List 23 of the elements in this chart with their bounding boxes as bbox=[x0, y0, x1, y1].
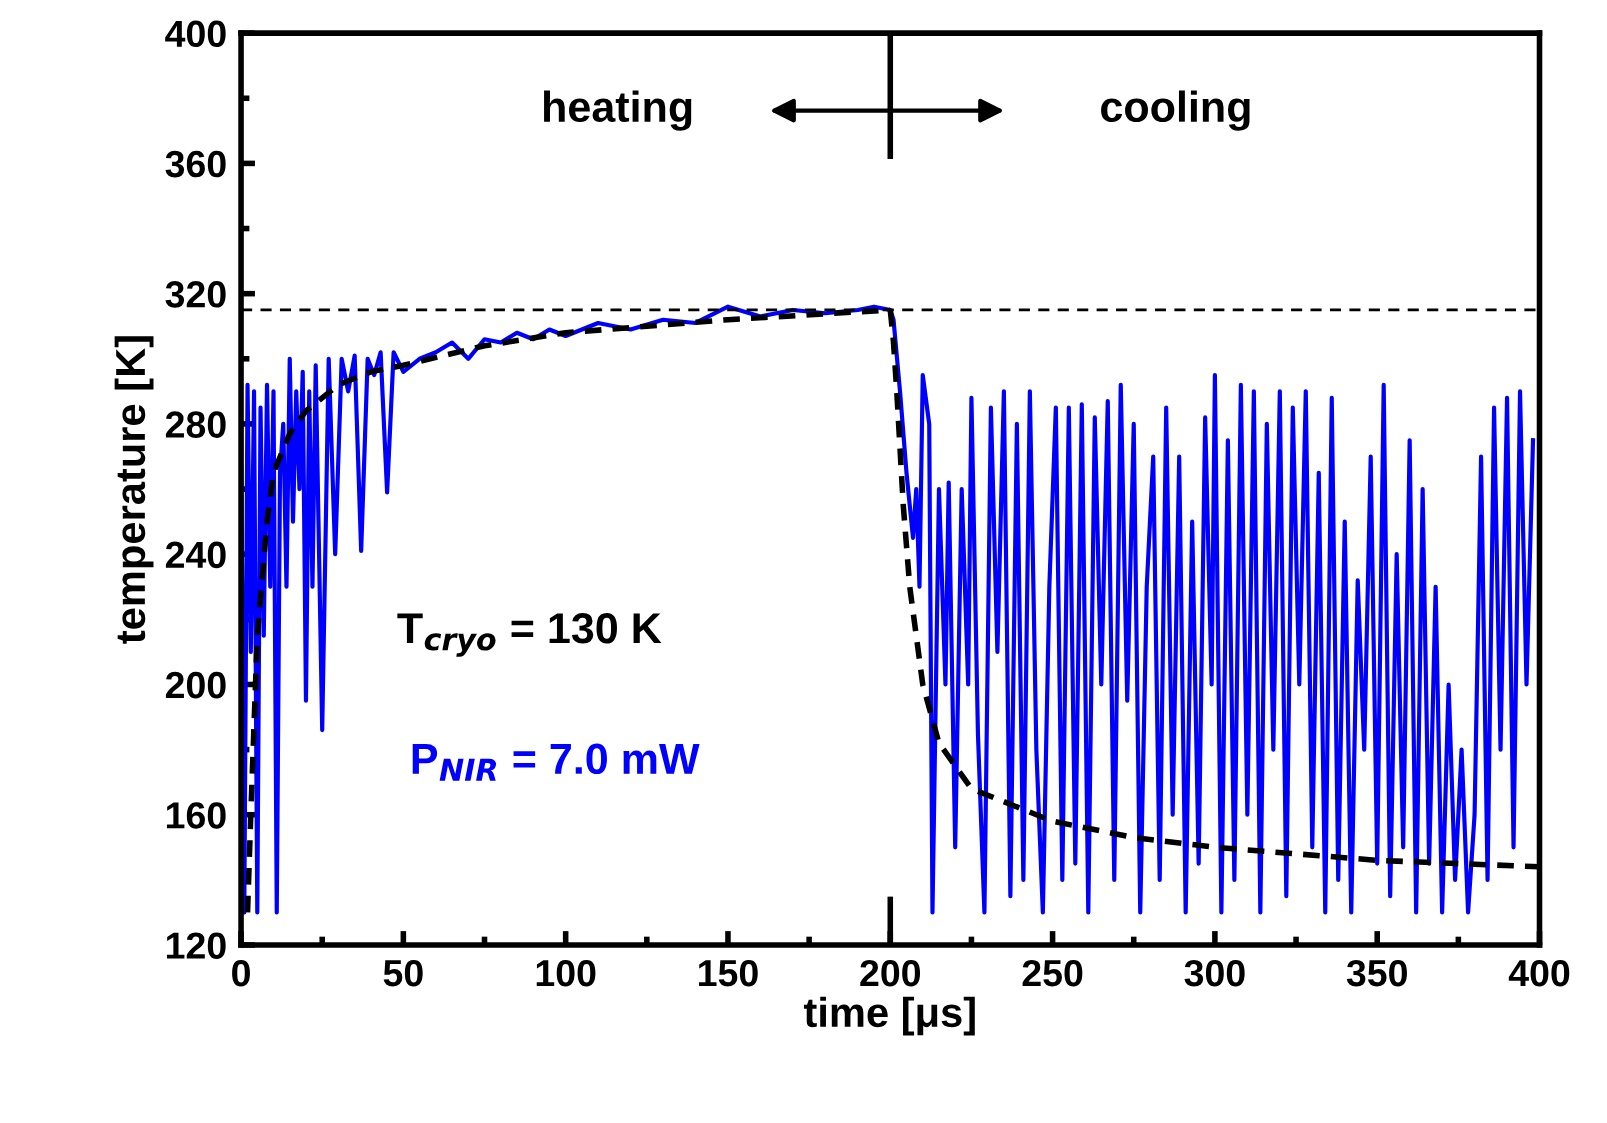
annotation: heating bbox=[544, 90, 692, 131]
y-tick-label: 160 bbox=[166, 802, 226, 829]
x-tick-label: 250 bbox=[1022, 959, 1083, 987]
y-tick-label: 200 bbox=[165, 671, 226, 699]
x-tick-label: 300 bbox=[1184, 959, 1245, 987]
y-tick-label: 320 bbox=[165, 281, 226, 308]
annotation: T$_{cryo}$ = 130 K bbox=[397, 613, 662, 657]
y-tick-label: 240 bbox=[165, 541, 226, 569]
x-tick-label: 100 bbox=[536, 959, 596, 987]
x-tick-label: 200 bbox=[860, 959, 921, 987]
y-tick-label: 400 bbox=[165, 20, 226, 48]
x-axis-title: time [μs] bbox=[803, 996, 975, 1036]
y-tick-label: 120 bbox=[166, 932, 226, 959]
x-tick-label: 150 bbox=[699, 959, 758, 987]
y-axis-title: temperature [K] bbox=[114, 336, 154, 644]
x-tick-label: 50 bbox=[383, 959, 423, 987]
x-tick-label: 350 bbox=[1346, 959, 1407, 987]
annotation: P$_{NIR}$ = 7.0 mW bbox=[412, 743, 700, 781]
y-tick-label: 360 bbox=[165, 150, 226, 178]
y-tick-label: 280 bbox=[165, 411, 226, 438]
annotation: cooling bbox=[1101, 90, 1250, 131]
x-tick-label: 0 bbox=[232, 959, 250, 987]
x-tick-label: 400 bbox=[1508, 959, 1570, 987]
